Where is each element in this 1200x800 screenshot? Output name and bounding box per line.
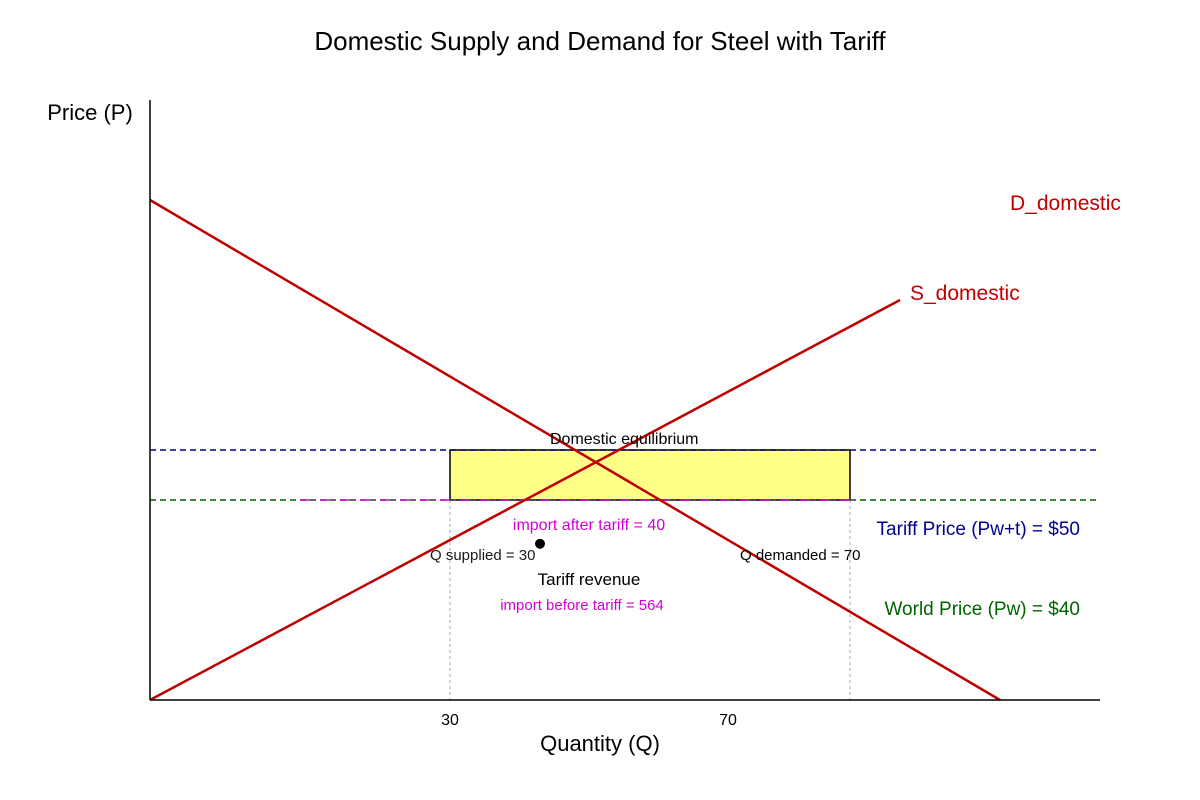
plot-area — [149, 100, 1100, 702]
quantity-supplied-label: Q supplied = 30 — [430, 547, 536, 564]
x-axis-label: Quantity (Q) — [540, 731, 660, 756]
y-axis-label: Price (P) — [47, 100, 133, 125]
domestic-equilibrium-point — [535, 538, 545, 549]
domestic-equilibrium-label: Domestic equilibrium — [550, 431, 699, 448]
demand-curve-label: D_domestic — [1010, 192, 1121, 215]
chart-title: Domestic Supply and Demand for Steel wit… — [314, 26, 886, 56]
demand-curve — [149, 198, 1001, 702]
tariff-revenue-label: Tariff revenue — [538, 570, 641, 589]
x-tick-label-70: 70 — [719, 712, 737, 729]
import-after-tariff-label: import after tariff = 40 — [513, 517, 665, 534]
world-price-label: World Price (Pw) = $40 — [884, 599, 1080, 620]
quantity-demanded-label: Q demanded = 70 — [740, 547, 861, 564]
tariff-price-label: Tariff Price (Pw+t) = $50 — [877, 519, 1080, 540]
tariff-revenue-area — [449, 449, 851, 501]
import-before-tariff-label: import before tariff = 564 — [500, 597, 664, 614]
x-tick-label-30: 30 — [441, 712, 459, 729]
supply-curve-label: S_domestic — [910, 282, 1020, 305]
supply-curve — [149, 298, 901, 702]
